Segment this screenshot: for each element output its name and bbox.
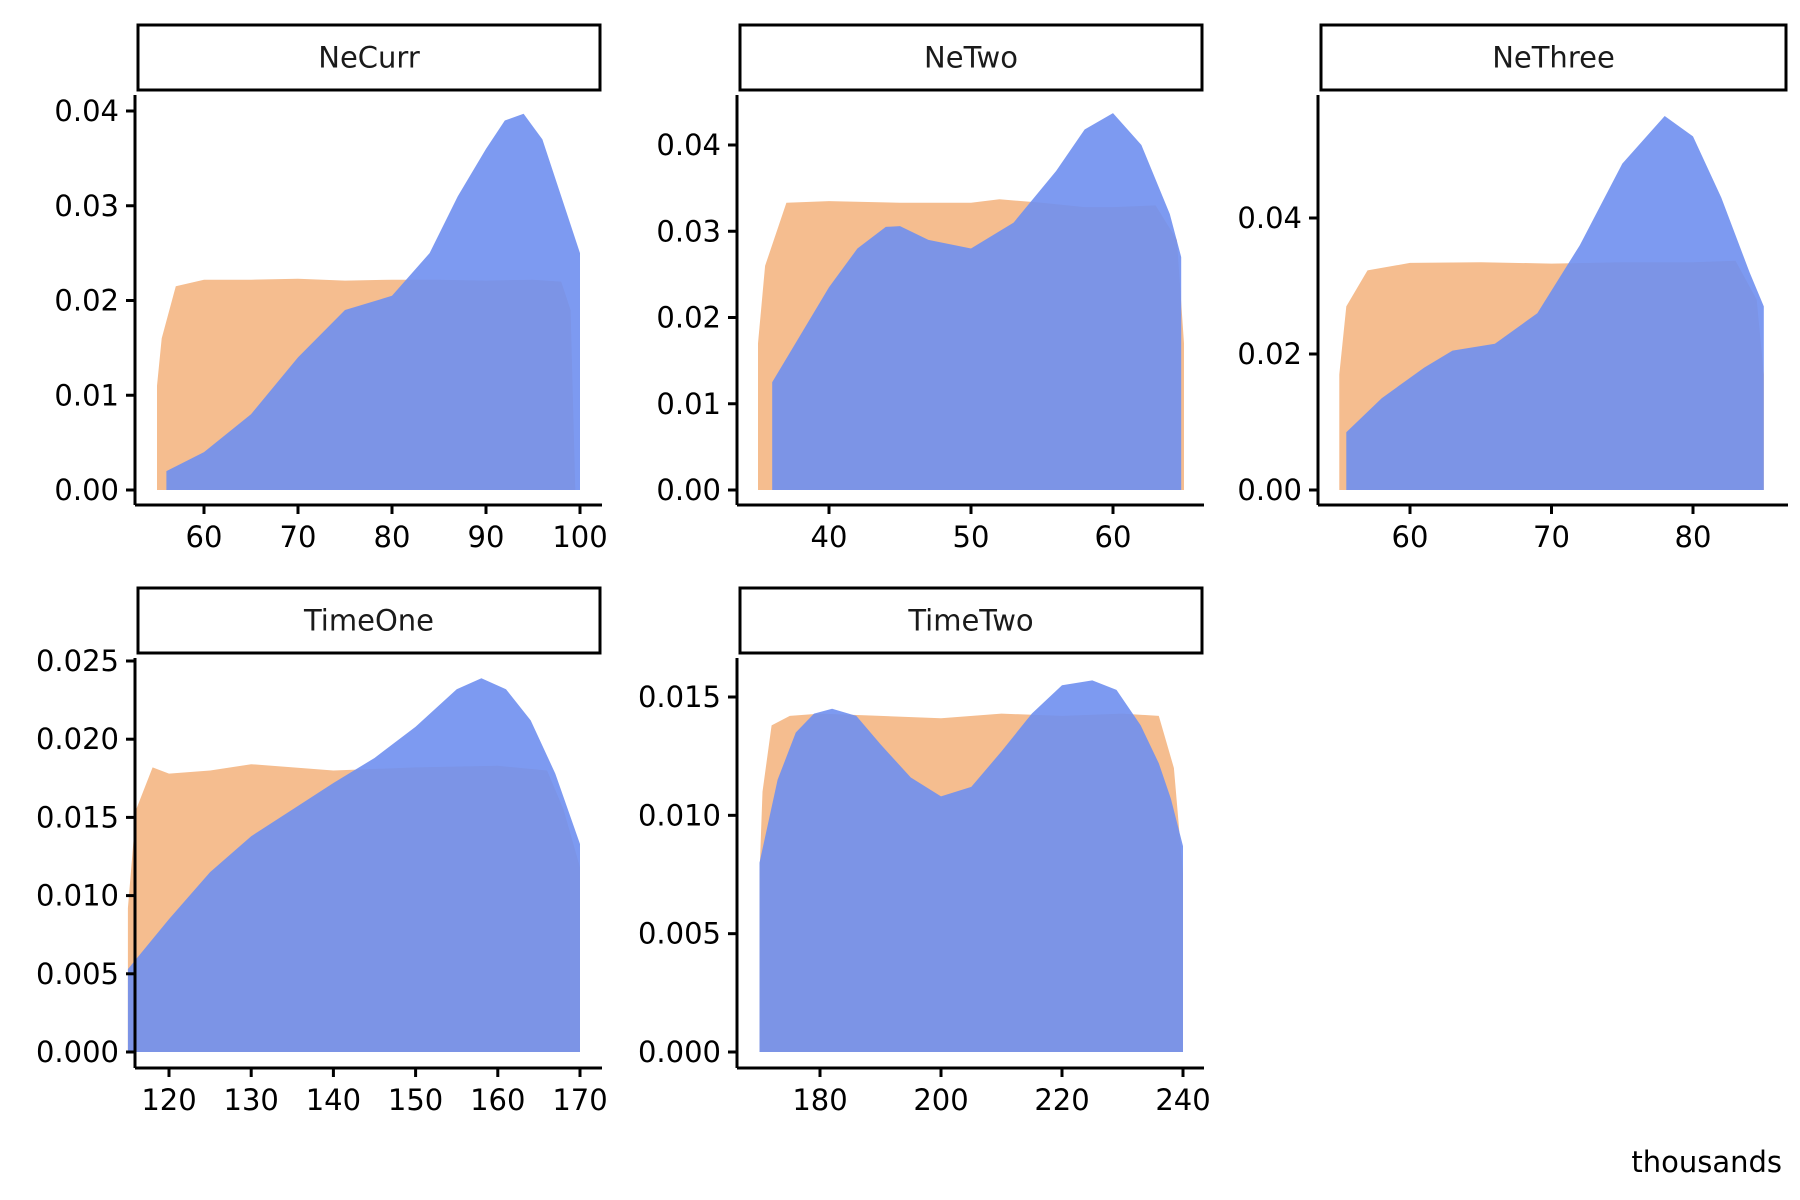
facet-strip xyxy=(136,23,602,92)
density-area-posterior xyxy=(1346,116,1764,490)
x-tick-label: 140 xyxy=(306,1083,361,1117)
facet-timeone: TimeOne 0.000 0.005 0.010 0.015 0.020 0.025 120… xyxy=(36,586,608,1117)
y-tick-label: 0.020 xyxy=(36,722,119,756)
facet-strip xyxy=(738,586,1204,655)
density-area-posterior xyxy=(127,678,581,1052)
x-tick-label: 80 xyxy=(374,520,411,554)
x-tick-label: 130 xyxy=(224,1083,279,1117)
x-tick-label: 220 xyxy=(1034,1083,1089,1117)
y-tick-label: 0.04 xyxy=(1237,201,1302,235)
x-tick-label: 240 xyxy=(1155,1083,1210,1117)
x-tick-label: 170 xyxy=(552,1083,607,1117)
facet-netwo: NeTwo 0.00 0.01 0.02 0.03 0.04 40 50 60 xyxy=(656,23,1204,554)
facet-necurr: NeCurr 0.00 0.01 0.02 0.03 0.04 60 70 80 90 100 xyxy=(54,23,608,554)
y-tick-label: 0.000 xyxy=(638,1035,721,1069)
y-tick-label: 0.00 xyxy=(656,473,721,507)
x-tick-label: 100 xyxy=(552,520,607,554)
x-tick-label: 60 xyxy=(1392,520,1429,554)
x-tick-label: 90 xyxy=(468,520,505,554)
y-tick-label: 0.01 xyxy=(54,378,119,412)
x-tick-label: 180 xyxy=(792,1083,847,1117)
facet-title: NeCurr xyxy=(318,41,420,75)
x-tick-label: 40 xyxy=(811,520,848,554)
x-tick-label: 120 xyxy=(141,1083,196,1117)
facet-strip xyxy=(738,23,1204,92)
y-tick-label: 0.01 xyxy=(656,387,721,421)
y-tick-label: 0.000 xyxy=(36,1035,119,1069)
x-tick-label: 200 xyxy=(913,1083,968,1117)
y-tick-label: 0.010 xyxy=(638,798,721,832)
y-tick-label: 0.02 xyxy=(54,284,119,318)
facet-nethree: NeThree 0.00 0.02 0.04 60 70 80 xyxy=(1237,23,1788,554)
x-tick-label: 50 xyxy=(953,520,990,554)
y-tick-label: 0.015 xyxy=(638,680,721,714)
facet-strip xyxy=(136,586,602,655)
density-area-posterior xyxy=(166,113,580,491)
y-tick-label: 0.04 xyxy=(656,128,721,162)
y-tick-label: 0.025 xyxy=(36,644,119,678)
x-tick-label: 150 xyxy=(388,1083,443,1117)
y-tick-label: 0.04 xyxy=(54,94,119,128)
y-tick-label: 0.010 xyxy=(36,879,119,913)
facet-title: NeThree xyxy=(1492,41,1615,75)
x-tick-label: 70 xyxy=(280,520,317,554)
y-tick-label: 0.015 xyxy=(36,800,119,834)
y-tick-label: 0.005 xyxy=(638,917,721,951)
y-tick-label: 0.02 xyxy=(1237,337,1302,371)
x-axis-caption: thousands xyxy=(1631,1145,1782,1179)
x-tick-label: 60 xyxy=(186,520,223,554)
x-tick-label: 70 xyxy=(1533,520,1570,554)
facet-title: NeTwo xyxy=(924,41,1018,75)
x-tick-label: 60 xyxy=(1095,520,1132,554)
y-tick-label: 0.03 xyxy=(54,189,119,223)
x-tick-label: 80 xyxy=(1675,520,1712,554)
facet-strip xyxy=(1319,23,1788,92)
facet-timetwo: TimeTwo 0.000 0.005 0.010 0.015 180 200 220 240 xyxy=(638,586,1211,1117)
y-tick-label: 0.02 xyxy=(656,301,721,335)
facet-title: TimeTwo xyxy=(907,604,1033,638)
density-area-posterior xyxy=(772,113,1182,490)
y-tick-label: 0.00 xyxy=(54,473,119,507)
facet-title: TimeOne xyxy=(303,604,434,638)
y-tick-label: 0.03 xyxy=(656,214,721,248)
y-tick-label: 0.00 xyxy=(1237,473,1302,507)
y-tick-label: 0.005 xyxy=(36,957,119,991)
x-tick-label: 160 xyxy=(470,1083,525,1117)
density-area-posterior xyxy=(759,680,1183,1052)
